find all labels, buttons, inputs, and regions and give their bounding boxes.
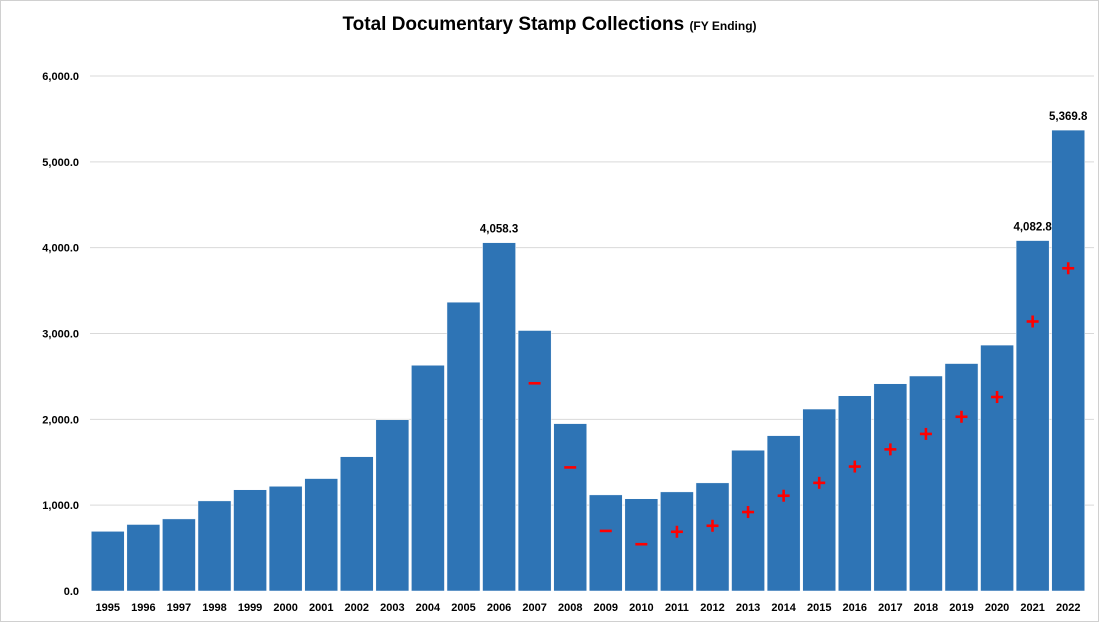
x-tick-label: 2006 (487, 602, 511, 614)
bar-2008 (553, 423, 588, 592)
chart-subtitle: (FY Ending) (689, 19, 757, 33)
x-tick-label: 2008 (558, 602, 582, 614)
x-tick-label: 2020 (985, 602, 1009, 614)
plus-marker-2021 (1026, 315, 1039, 328)
x-tick-label: 2007 (522, 602, 546, 614)
bar-2001 (304, 478, 339, 592)
bar-2005 (446, 301, 481, 592)
bar-2013 (731, 449, 765, 592)
data-label-2006: 4,058.3 (480, 224, 518, 236)
y-tick-label: 2,000.0 (42, 414, 79, 426)
bar-1996 (126, 524, 161, 592)
x-tick-label: 2011 (665, 602, 689, 614)
x-axis-ticks: 1995 1996 1997 1998 1999 2000 2001 2002 2003 2004… (96, 602, 1081, 614)
plus-marker-2015 (813, 476, 826, 489)
bar-1998 (197, 500, 232, 592)
bar-2017 (873, 383, 908, 592)
bar-2006 (482, 242, 516, 592)
x-tick-label: 2002 (345, 602, 369, 614)
bar-2018 (909, 375, 943, 592)
x-tick-label: 2001 (309, 602, 333, 614)
bar-2012 (695, 482, 730, 592)
bar-1995 (90, 531, 125, 592)
bar-2019 (944, 363, 979, 592)
x-tick-label: 1995 (96, 602, 120, 614)
chart-title-text: Total Documentary Stamp Collections (342, 14, 685, 35)
plus-marker-2018 (919, 427, 932, 440)
x-tick-label: 2004 (416, 602, 441, 614)
y-axis-ticks: 0.0 1,000.0 2,000.0 3,000.0 4,000.0 5,000.0 6,… (42, 71, 79, 598)
bar-2004 (411, 365, 445, 592)
bar-2021 (1015, 240, 1050, 592)
bar-2016 (837, 395, 872, 592)
y-tick-label: 5,000.0 (42, 157, 79, 169)
plus-marker-2017 (884, 443, 897, 456)
plus-marker-2012 (706, 519, 719, 532)
bars (90, 129, 1086, 592)
x-tick-label: 2005 (451, 602, 475, 614)
bar-2003 (375, 419, 410, 592)
plus-marker-2020 (991, 391, 1004, 404)
bar-1999 (233, 489, 267, 592)
x-tick-label: 2010 (629, 602, 653, 614)
y-tick-label: 3,000.0 (42, 329, 79, 341)
x-tick-label: 2021 (1020, 602, 1044, 614)
bar-2015 (802, 408, 837, 592)
x-tick-label: 2000 (273, 602, 297, 614)
x-tick-label: 2022 (1056, 602, 1080, 614)
bar-2022 (1051, 129, 1086, 592)
x-tick-label: 2003 (380, 602, 404, 614)
x-tick-label: 1997 (167, 602, 191, 614)
x-tick-label: 2016 (843, 602, 867, 614)
x-tick-label: 2009 (594, 602, 618, 614)
x-tick-label: 1998 (202, 602, 226, 614)
data-labels: 4,058.3 4,082.8 5,369.8 (480, 111, 1088, 236)
y-tick-label: 6,000.0 (42, 71, 79, 83)
x-tick-label: 2017 (878, 602, 902, 614)
plus-marker-2014 (777, 489, 790, 502)
x-tick-label: 2018 (914, 602, 938, 614)
x-tick-label: 2015 (807, 602, 831, 614)
bar-2002 (339, 456, 374, 592)
x-tick-label: 2019 (949, 602, 973, 614)
plus-marker-2013 (742, 506, 755, 519)
data-label-2021: 4,082.8 (1013, 222, 1052, 234)
x-tick-label: 2014 (771, 602, 796, 614)
x-tick-label: 1999 (238, 602, 262, 614)
y-tick-label: 4,000.0 (42, 243, 79, 255)
x-tick-label: 2013 (736, 602, 760, 614)
change-markers (528, 262, 1075, 546)
bar-2009 (588, 494, 623, 592)
bar-1997 (162, 518, 196, 592)
chart-title: Total Documentary Stamp Collections (FY … (0, 14, 1099, 36)
bar-2011 (660, 491, 694, 592)
y-tick-label: 0.0 (64, 586, 79, 598)
bar-2014 (766, 435, 801, 592)
plus-marker-2019 (955, 410, 968, 423)
x-tick-label: 1996 (131, 602, 155, 614)
x-tick-label: 2012 (700, 602, 724, 614)
bar-2000 (268, 486, 303, 592)
data-label-2022: 5,369.8 (1049, 111, 1088, 123)
bar-2007 (517, 330, 552, 592)
y-tick-label: 1,000.0 (42, 500, 79, 512)
plus-marker-2011 (670, 525, 683, 538)
plus-marker-2022 (1062, 262, 1075, 275)
gridlines (90, 75, 1094, 506)
bar-2020 (980, 344, 1014, 592)
plus-marker-2016 (848, 460, 861, 473)
